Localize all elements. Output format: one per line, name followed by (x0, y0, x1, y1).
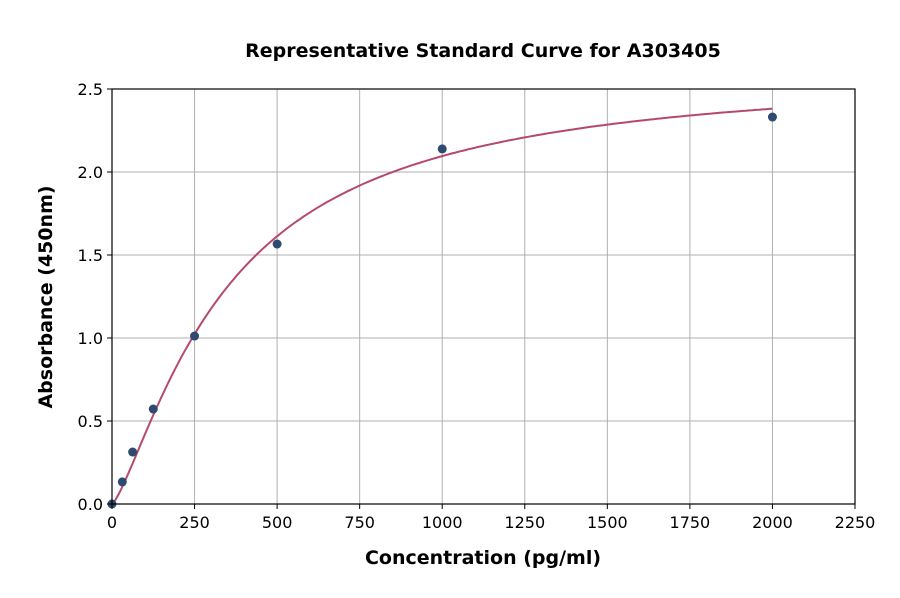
x-tick-label: 500 (262, 513, 293, 532)
fit-curve (111, 107, 773, 505)
x-tick-label: 1500 (587, 513, 628, 532)
x-tick-label: 1000 (422, 513, 463, 532)
y-tick-label: 2.5 (78, 80, 103, 99)
y-tick-label: 0.0 (78, 495, 103, 514)
data-point (437, 144, 447, 154)
data-points (107, 112, 777, 509)
data-point (190, 331, 200, 341)
y-tick-label: 1.0 (78, 329, 103, 348)
data-point (272, 239, 282, 249)
x-tick-label: 0 (107, 513, 117, 532)
chart-title: Representative Standard Curve for A30340… (245, 40, 721, 62)
data-point (148, 404, 158, 414)
x-tick-label: 2000 (752, 513, 793, 532)
data-point (128, 447, 138, 457)
axis-ticks: 0 250 500 750 1000 1250 1500 1750 2000 2250 0.0 0.5… (78, 80, 876, 532)
x-tick-label: 1250 (504, 513, 545, 532)
grid (111, 88, 856, 505)
x-tick-label: 1750 (670, 513, 711, 532)
y-tick-label: 0.5 (78, 412, 103, 431)
data-point (117, 477, 127, 487)
y-tick-label: 2.0 (78, 163, 103, 182)
x-tick-label: 250 (179, 513, 210, 532)
y-tick-label: 1.5 (78, 246, 103, 265)
y-axis-label: Absorbance (450nm) (35, 185, 57, 408)
x-axis-label: Concentration (pg/ml) (365, 547, 601, 569)
x-tick-label: 2250 (835, 513, 876, 532)
plot-frame (111, 88, 856, 505)
fit-curve-group (111, 107, 773, 505)
x-tick-label: 750 (344, 513, 375, 532)
data-point (767, 112, 777, 122)
